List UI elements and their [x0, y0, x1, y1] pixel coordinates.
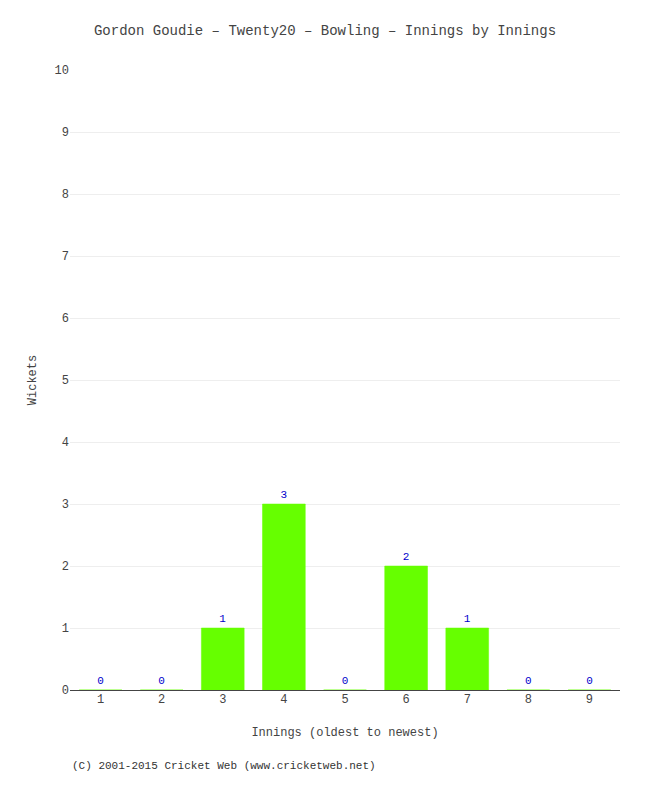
svg-text:2: 2 — [158, 693, 165, 707]
svg-text:3: 3 — [62, 498, 69, 512]
svg-text:4: 4 — [62, 436, 69, 450]
svg-text:Wickets: Wickets — [26, 355, 40, 405]
svg-text:0: 0 — [97, 675, 104, 687]
svg-text:3: 3 — [281, 489, 288, 501]
svg-text:3: 3 — [219, 693, 226, 707]
svg-text:9: 9 — [62, 126, 69, 140]
svg-text:4: 4 — [280, 693, 287, 707]
svg-text:0: 0 — [525, 675, 532, 687]
svg-text:5: 5 — [62, 374, 69, 388]
svg-text:2: 2 — [403, 551, 410, 563]
svg-text:5: 5 — [341, 693, 348, 707]
svg-text:0: 0 — [342, 675, 349, 687]
svg-text:0: 0 — [586, 675, 593, 687]
svg-text:0: 0 — [158, 675, 165, 687]
svg-text:7: 7 — [464, 693, 471, 707]
svg-text:1: 1 — [219, 613, 226, 625]
svg-text:(C) 2001-2015 Cricket Web (www: (C) 2001-2015 Cricket Web (www.cricketwe… — [72, 760, 376, 772]
svg-text:1: 1 — [62, 622, 69, 636]
svg-text:Innings (oldest to newest): Innings (oldest to newest) — [251, 726, 438, 740]
svg-text:0: 0 — [62, 684, 69, 698]
svg-text:8: 8 — [525, 693, 532, 707]
svg-text:9: 9 — [586, 693, 593, 707]
svg-text:10: 10 — [55, 64, 69, 78]
svg-text:1: 1 — [97, 693, 104, 707]
svg-text:6: 6 — [403, 693, 410, 707]
svg-text:2: 2 — [62, 560, 69, 574]
svg-text:6: 6 — [62, 312, 69, 326]
svg-text:7: 7 — [62, 250, 69, 264]
svg-text:1: 1 — [464, 613, 471, 625]
svg-text:8: 8 — [62, 188, 69, 202]
svg-text:Gordon Goudie – Twenty20 – Bow: Gordon Goudie – Twenty20 – Bowling – Inn… — [94, 23, 556, 39]
